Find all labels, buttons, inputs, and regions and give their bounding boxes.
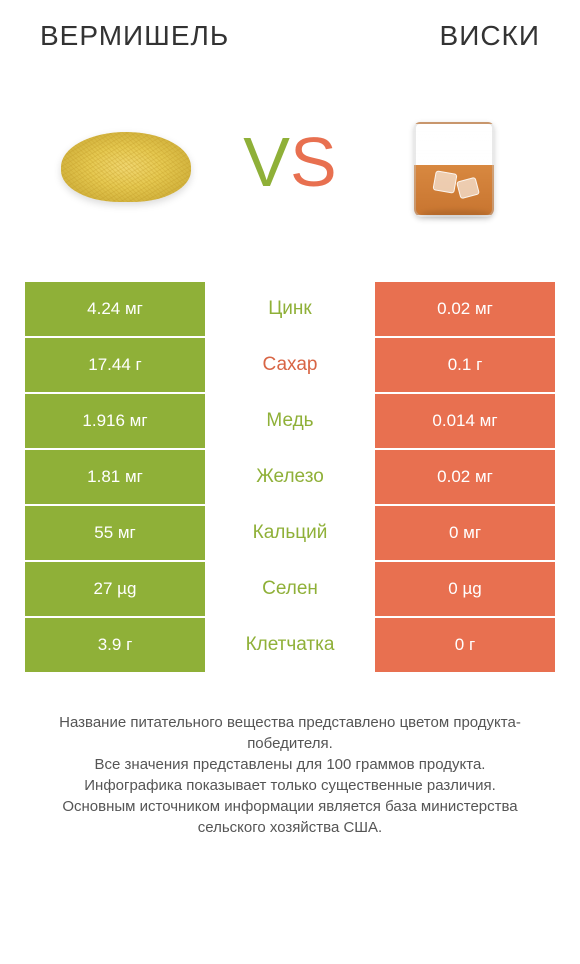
cell-right-value: 0.1 г [375, 338, 555, 392]
title-left: ВЕРМИШЕЛЬ [40, 20, 229, 52]
vermicelli-image [51, 107, 201, 217]
cell-right-value: 0.014 мг [375, 394, 555, 448]
cell-right-value: 0 г [375, 618, 555, 672]
cell-right-value: 0 мг [375, 506, 555, 560]
cell-left-value: 1.81 мг [25, 450, 205, 504]
cell-left-value: 3.9 г [25, 618, 205, 672]
cell-left-value: 1.916 мг [25, 394, 205, 448]
cell-nutrient-label: Кальций [205, 506, 375, 560]
cell-left-value: 4.24 мг [25, 282, 205, 336]
cell-nutrient-label: Сахар [205, 338, 375, 392]
cell-right-value: 0.02 мг [375, 450, 555, 504]
images-row: VS [10, 92, 570, 232]
cell-nutrient-label: Клетчатка [205, 618, 375, 672]
cell-right-value: 0.02 мг [375, 282, 555, 336]
footer-line-3: Инфографика показывает только существенн… [30, 775, 550, 796]
cell-left-value: 27 µg [25, 562, 205, 616]
table-row: 3.9 гКлетчатка0 г [25, 618, 555, 672]
cell-left-value: 55 мг [25, 506, 205, 560]
vs-label: VS [243, 122, 336, 202]
cell-nutrient-label: Селен [205, 562, 375, 616]
cell-nutrient-label: Медь [205, 394, 375, 448]
cell-nutrient-label: Цинк [205, 282, 375, 336]
cell-right-value: 0 µg [375, 562, 555, 616]
table-row: 1.916 мгМедь0.014 мг [25, 394, 555, 448]
footer-text: Название питательного вещества представл… [10, 712, 570, 838]
header: ВЕРМИШЕЛЬ ВИСКИ [10, 20, 570, 52]
table-row: 17.44 гСахар0.1 г [25, 338, 555, 392]
comparison-table: 4.24 мгЦинк0.02 мг17.44 гСахар0.1 г1.916… [10, 282, 570, 672]
footer-line-1: Название питательного вещества представл… [30, 712, 550, 754]
table-row: 55 мгКальций0 мг [25, 506, 555, 560]
vs-v: V [243, 122, 290, 202]
table-row: 1.81 мгЖелезо0.02 мг [25, 450, 555, 504]
cell-nutrient-label: Железо [205, 450, 375, 504]
table-row: 4.24 мгЦинк0.02 мг [25, 282, 555, 336]
vs-s: S [290, 122, 337, 202]
table-row: 27 µgСелен0 µg [25, 562, 555, 616]
footer-line-4: Основным источником информации является … [30, 796, 550, 838]
cell-left-value: 17.44 г [25, 338, 205, 392]
footer-line-2: Все значения представлены для 100 граммо… [30, 754, 550, 775]
title-right: ВИСКИ [440, 20, 540, 52]
whiskey-image [379, 107, 529, 217]
